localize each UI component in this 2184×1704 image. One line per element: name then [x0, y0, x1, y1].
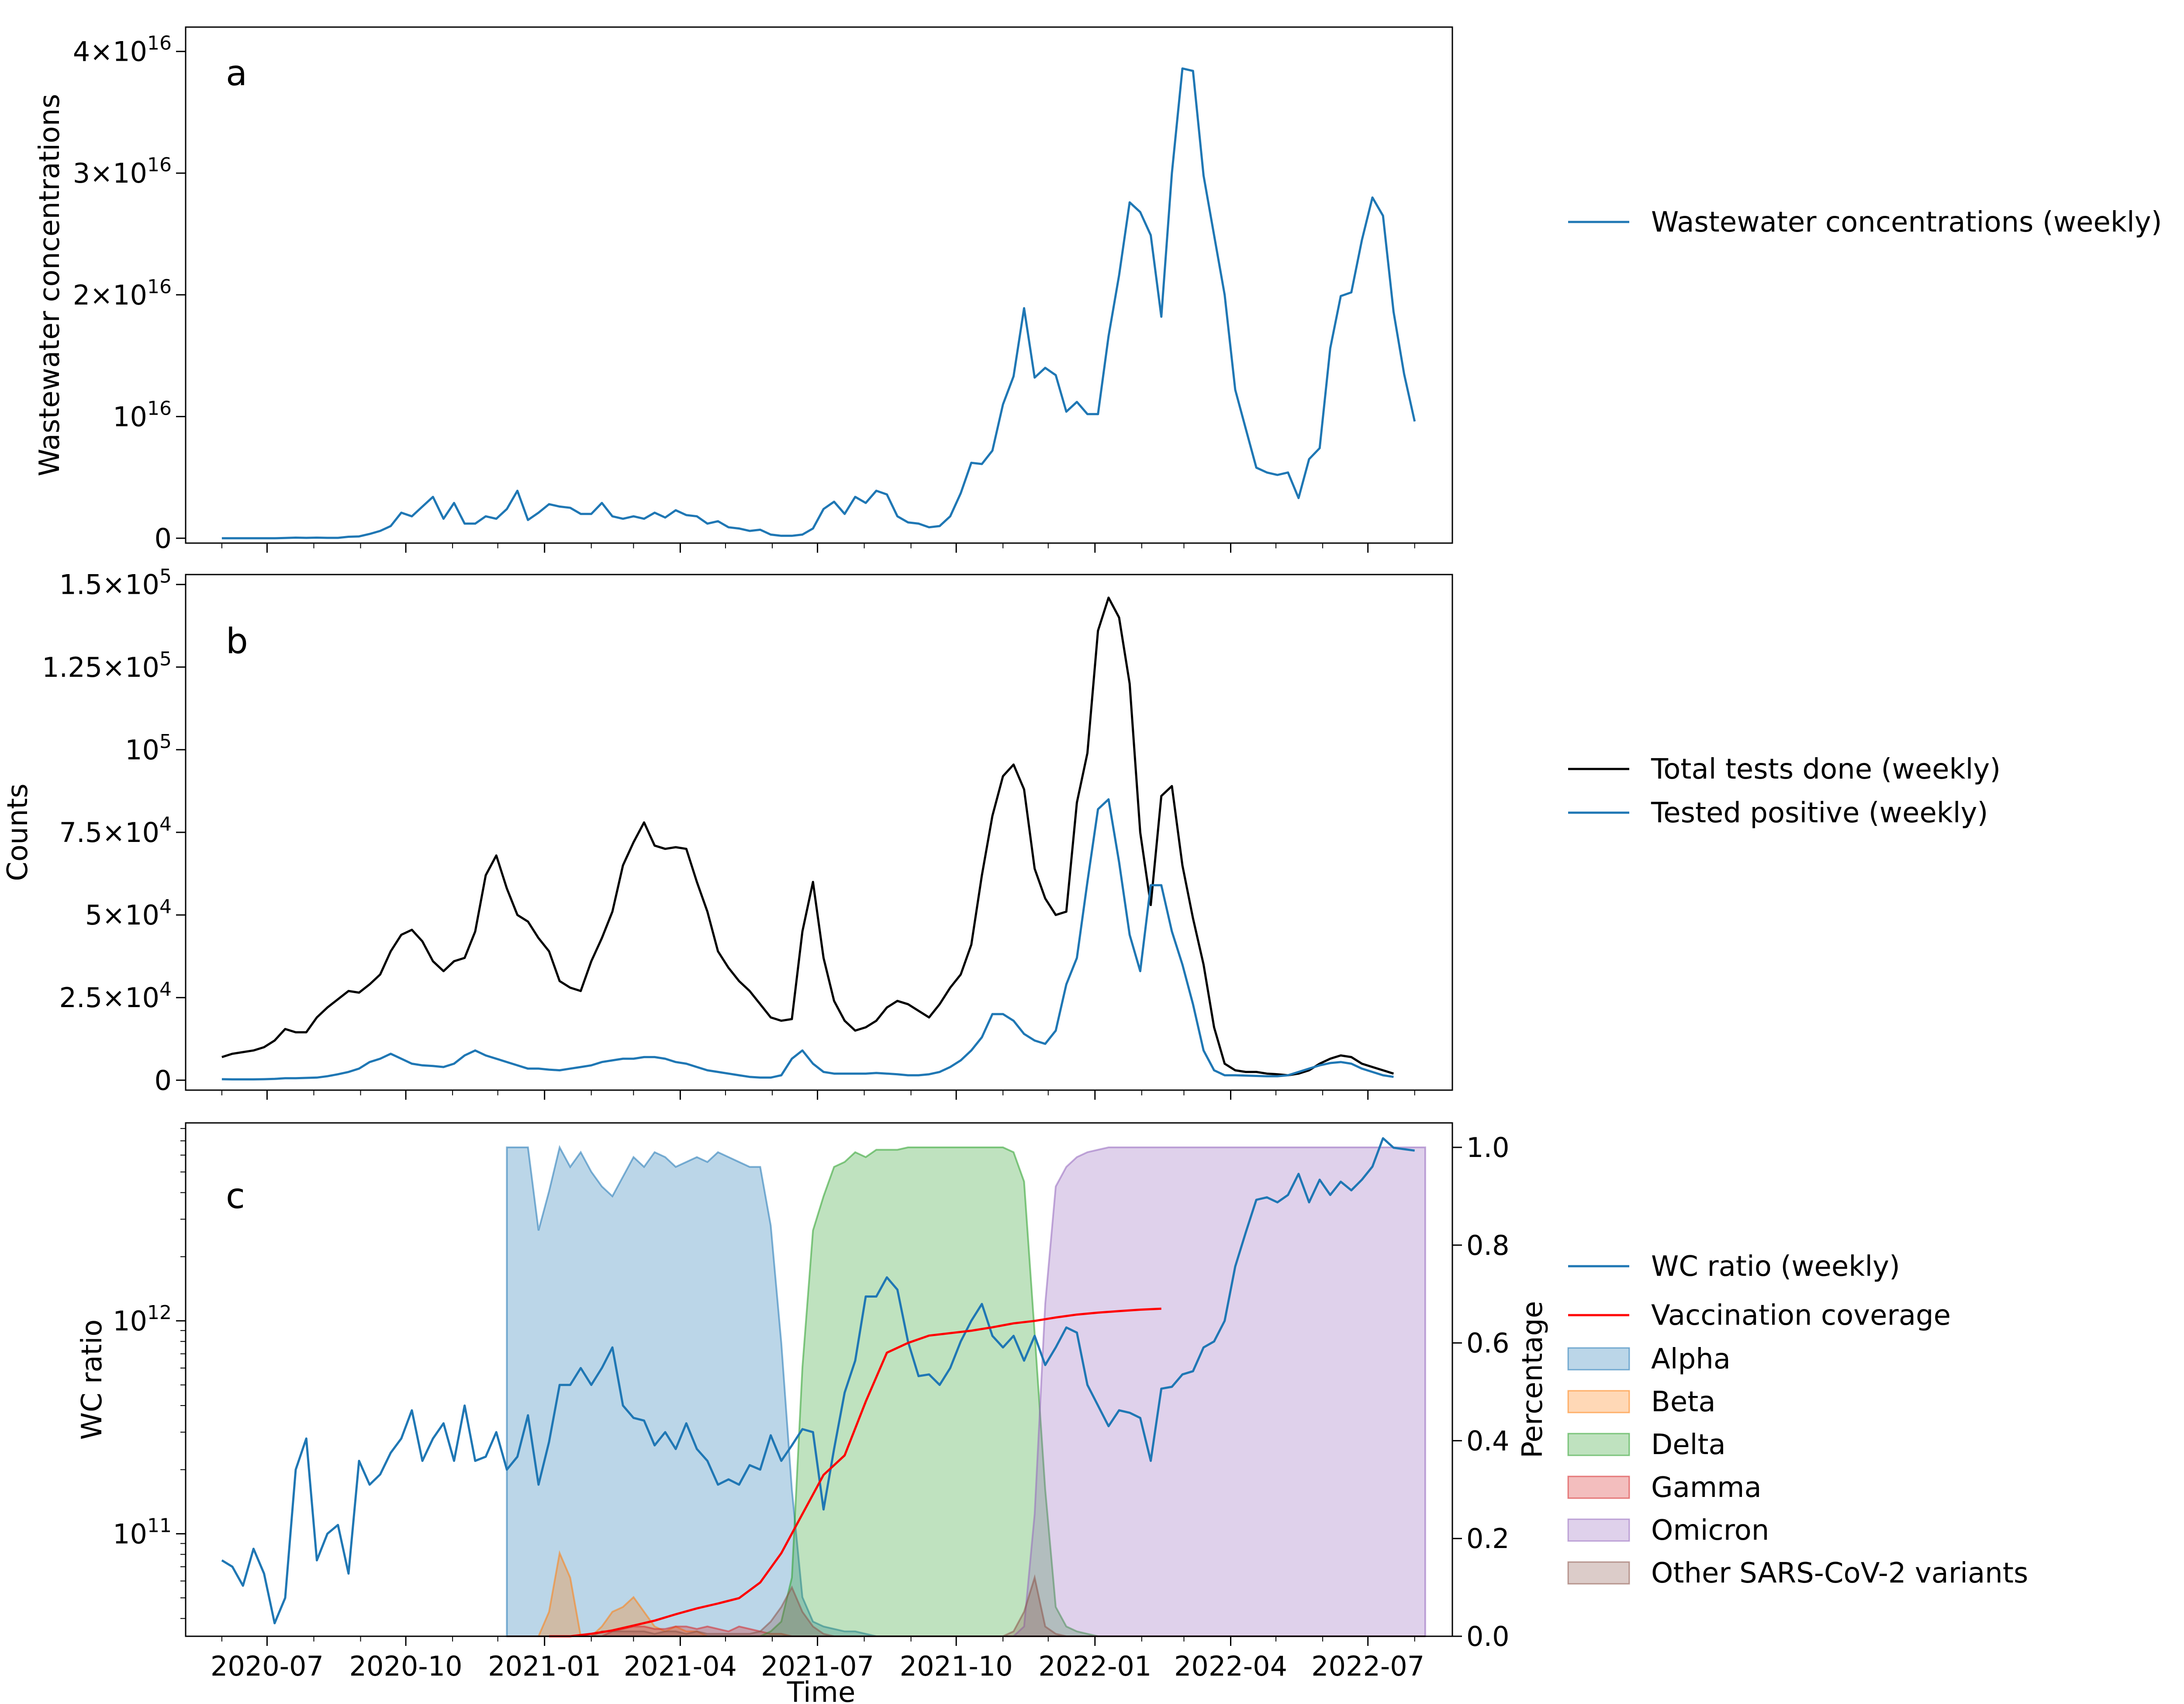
- y-tick-label: 7.5×104: [59, 813, 172, 849]
- y-axis-label: WC ratio: [76, 1320, 108, 1440]
- panel-c: 1011 1012 0.0 0.2 0.4 0.6 0.8 1.0 2020-07 2020-10…: [76, 1122, 1549, 1682]
- legend-beta-swatch: [1567, 1390, 1630, 1413]
- y-axis-label: Wastewater concentrations: [34, 94, 66, 477]
- legend-omicron-swatch: [1567, 1518, 1630, 1542]
- wc-ratio-line: [221, 1137, 1415, 1624]
- right-y-tick-label: 0.8: [1466, 1230, 1510, 1261]
- y-tick-label: 1016: [113, 397, 172, 433]
- vaccination-line: [549, 1307, 1161, 1638]
- x-tick-label: 2022-01: [1038, 1650, 1151, 1682]
- y-axis-label: Counts: [2, 783, 34, 881]
- x-tick-label: 2020-10: [349, 1650, 463, 1682]
- right-y-axis-label: Percentage: [1517, 1301, 1549, 1458]
- x-tick-label: 2022-07: [1311, 1650, 1424, 1682]
- panel-label: c: [226, 1176, 245, 1216]
- x-tick-label: 2020-07: [211, 1650, 324, 1682]
- legend-other-variants-label: Other SARS-CoV-2 variants: [1651, 1557, 2028, 1590]
- y-tick-label: 3×1016: [73, 154, 172, 189]
- y-tick-label: 1.5×105: [59, 565, 172, 601]
- y-tick-label: 0: [155, 523, 172, 554]
- legend-delta-swatch: [1567, 1433, 1630, 1456]
- legend-alpha-swatch: [1567, 1347, 1630, 1371]
- y-tick-label: 1012: [113, 1302, 172, 1337]
- legend-beta-label: Beta: [1651, 1386, 1716, 1418]
- right-y-tick-label: 0.4: [1466, 1425, 1510, 1457]
- legend-tested-positive-label: Tested positive (weekly): [1651, 797, 1988, 829]
- legend-total-tests-label: Total tests done (weekly): [1651, 753, 2001, 786]
- panel-label: b: [226, 621, 248, 662]
- total-tests-line: [221, 596, 1394, 1077]
- x-tick-label: 2022-04: [1174, 1650, 1287, 1682]
- right-y-tick-label: 0.0: [1466, 1621, 1510, 1652]
- x-axis-label: Time: [787, 1676, 856, 1704]
- y-tick-label: 1.25×105: [42, 648, 172, 683]
- right-y-tick-label: 0.6: [1466, 1327, 1510, 1359]
- legend-omicron-label: Omicron: [1651, 1514, 1769, 1547]
- axes-frame: [185, 1122, 1453, 1637]
- legend-other-variants-swatch: [1567, 1561, 1630, 1585]
- x-tick-label: 2021-04: [624, 1650, 737, 1682]
- right-y-tick-label: 0.2: [1466, 1523, 1510, 1555]
- legend-gamma-swatch: [1567, 1475, 1630, 1499]
- legend-gamma-label: Gamma: [1651, 1472, 1762, 1504]
- legend-wc-ratio-label: WC ratio (weekly): [1651, 1250, 1900, 1283]
- x-tick-label: 2021-10: [900, 1650, 1013, 1682]
- axes-frame: [185, 26, 1453, 544]
- y-tick-label: 5×104: [85, 896, 172, 931]
- y-tick-label: 2.5×104: [59, 978, 172, 1014]
- wastewater-line: [221, 67, 1416, 540]
- legend-vaccination-label: Vaccination coverage: [1651, 1299, 1951, 1332]
- legend-delta-label: Delta: [1651, 1429, 1726, 1461]
- legend-wastewater-label: Wastewater concentrations (weekly): [1651, 206, 2162, 239]
- y-tick-label: 105: [125, 731, 172, 766]
- y-tick-label: 2×1016: [73, 276, 172, 311]
- y-tick-label: 1011: [113, 1514, 172, 1550]
- legend-alpha-label: Alpha: [1651, 1343, 1731, 1375]
- tested-positive-line: [221, 798, 1394, 1081]
- x-tick-label: 2021-01: [488, 1650, 601, 1682]
- y-tick-label: 4×1016: [73, 32, 172, 68]
- panel-b: 0 2.5×104 5×104 7.5×104 105 1.25×105 1.5×105 Co…: [2, 565, 1453, 1100]
- legends: Wastewater concentrations (weekly) Total …: [1567, 206, 2162, 1590]
- axes-frame: [185, 574, 1453, 1091]
- right-y-tick-label: 1.0: [1466, 1132, 1510, 1164]
- y-tick-label: 0: [155, 1064, 172, 1096]
- panel-label: a: [226, 53, 247, 94]
- x-tick-label: 2021-07: [761, 1650, 874, 1682]
